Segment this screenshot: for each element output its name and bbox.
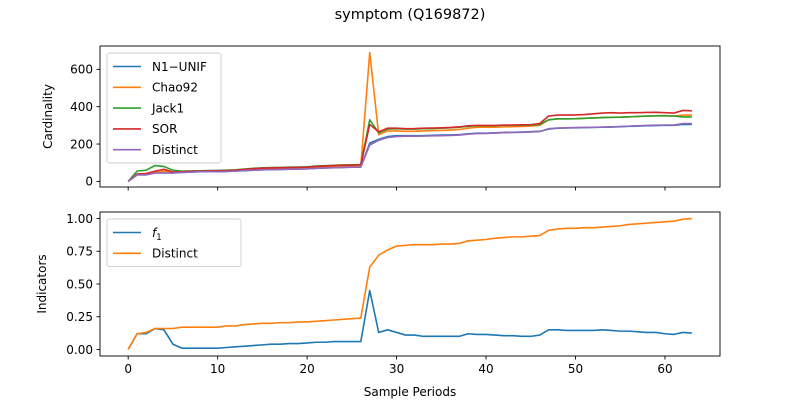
indicators-panel: 0 10 20 30 40 50 60 0.00 0.25 0.50 0.75 1.00 Indicat… [35, 211, 721, 376]
x-tick-label: 50 [568, 362, 583, 376]
legend-entry: Chao92 [152, 81, 198, 95]
legend-box [106, 218, 242, 268]
legend: f1 Distinct [106, 218, 242, 268]
y-tick-label: 0.00 [66, 343, 93, 357]
x-tick-label: 20 [299, 362, 314, 376]
y-tick-label: 0.50 [66, 277, 93, 291]
legend-entry: Jack1 [151, 101, 184, 115]
y-tick-label: 400 [70, 100, 93, 114]
x-tick-label: 10 [210, 362, 225, 376]
legend-entry: N1−UNIF [152, 60, 207, 74]
legend-entry: Distinct [152, 143, 198, 157]
legend: N1−UNIF Chao92 Jack1 SOR Distinct [106, 52, 222, 164]
y-axis-label: Cardinality [41, 84, 55, 149]
y-tick-label: 200 [70, 137, 93, 151]
legend-entry: SOR [152, 122, 177, 136]
legend-box [106, 52, 222, 164]
y-tick-label: 1.00 [66, 212, 93, 226]
series-line-f1 [127, 289, 692, 350]
legend-entry: Distinct [152, 247, 198, 261]
y-tick-label: 0 [85, 175, 93, 189]
x-axis-label: Sample Periods [364, 385, 456, 399]
plot-area [127, 51, 692, 183]
y-tick-label: 600 [70, 63, 93, 77]
series-line-distinct [127, 217, 692, 350]
x-tick-label: 60 [657, 362, 672, 376]
x-tick-label: 40 [478, 362, 493, 376]
cardinality-panel: 0 200 400 600 Cardinality N1−UNIF Chao92 Jack1 S… [41, 45, 721, 191]
y-tick-label: 0.75 [66, 245, 93, 259]
axes-frame [99, 45, 721, 188]
y-tick-label: 0.25 [66, 310, 93, 324]
x-tick-label: 30 [389, 362, 404, 376]
series-line-distinct [127, 122, 692, 183]
y-axis-label: Indicators [35, 254, 49, 313]
chart-title: symptom (Q169872) [335, 7, 486, 23]
x-tick-label: 0 [124, 362, 132, 376]
plot-area [127, 217, 692, 350]
legend-entry: f1 [152, 226, 162, 243]
series-line-sor [127, 109, 692, 183]
